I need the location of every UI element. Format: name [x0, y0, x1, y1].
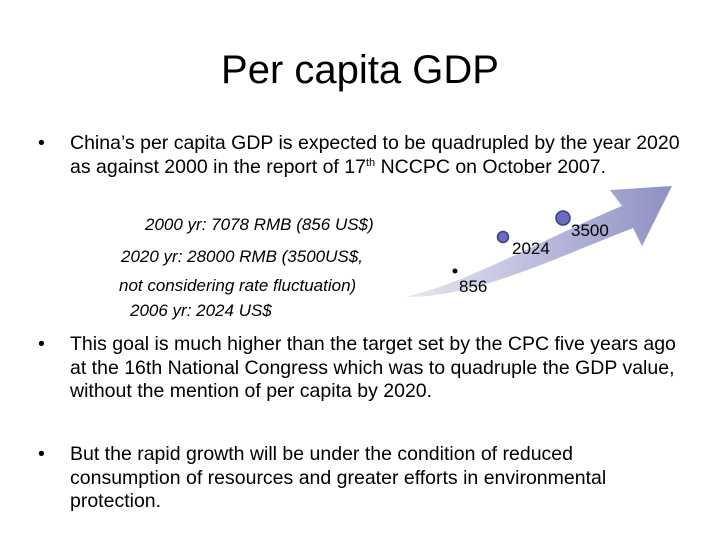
growth-marker-dot: [452, 268, 458, 274]
bullet-text-1: China’s per capita GDP is expected to be…: [70, 132, 688, 179]
growth-markers: 856 2024 3500: [452, 210, 609, 296]
detail-line-rate-note: not considering rate fluctuation): [119, 276, 357, 295]
bullet-marker: •: [38, 443, 45, 465]
bullet-item-2: • This goal is much higher than the targ…: [38, 333, 688, 404]
ordinal-superscript: th: [365, 156, 376, 169]
detail-line-2020: 2020 yr: 28000 RMB (3500US$,: [121, 247, 363, 266]
slide-title: Per capita GDP: [221, 48, 499, 92]
bullet-marker: •: [38, 132, 45, 154]
bullet-item-1: • China’s per capita GDP is expected to …: [38, 132, 688, 179]
growth-marker-dot: [555, 210, 571, 226]
growth-marker-label: 2024: [512, 239, 550, 258]
growth-arrow: [405, 186, 672, 298]
detail-line-2000: 2000 yr: 7078 RMB (856 US$): [145, 215, 374, 234]
detail-line-2006: 2006 yr: 2024 US$: [130, 301, 272, 320]
bullet-item-3: • But the rapid growth will be under the…: [38, 443, 688, 514]
bullet-text-2: This goal is much higher than the target…: [70, 333, 676, 402]
bullet-text-1-part1: China’s per capita GDP is expected to be…: [70, 132, 680, 178]
bullet-text-1-part2: NCCPC on October 2007.: [375, 155, 607, 178]
growth-marker-dot: [496, 230, 510, 244]
growth-marker-label: 3500: [571, 221, 609, 240]
bullet-marker: •: [38, 333, 45, 355]
bullet-text-3: But the rapid growth will be under the c…: [70, 443, 607, 512]
growth-marker-label: 856: [459, 277, 487, 296]
